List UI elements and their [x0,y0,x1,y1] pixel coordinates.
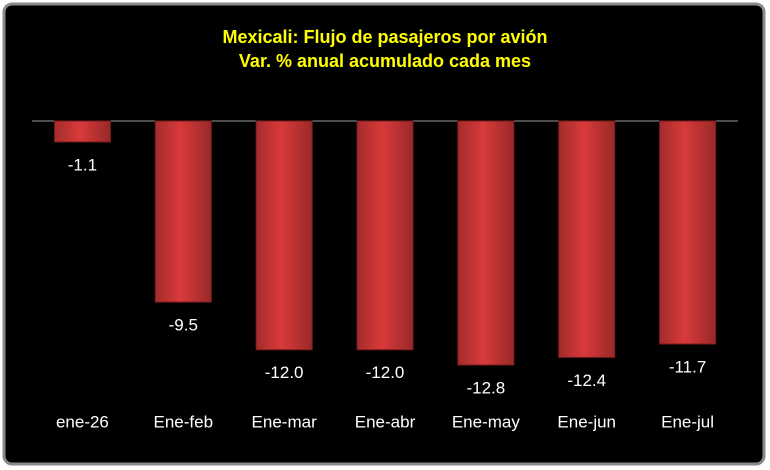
value-label: -12.4 [567,371,606,390]
bar [255,120,313,351]
value-label: -11.7 [669,358,707,377]
bar [154,120,212,303]
x-tick-label: Ene-jun [557,412,616,431]
chart-subtitle: Var. % anual acumulado cada mes [239,51,531,71]
x-tick-label: Ene-feb [154,412,214,431]
x-tick-label: Ene-may [452,412,521,431]
chart-title: Mexicali: Flujo de pasajeros por avión [222,27,547,47]
bar [457,120,515,366]
bar [53,120,111,143]
value-label: -12.8 [466,378,505,397]
x-tick-label: Ene-abr [355,412,416,431]
bar [558,120,616,358]
value-label: -12.0 [265,363,304,382]
bar [356,120,414,351]
x-tick-label: ene-26 [56,412,109,431]
value-label: -9.5 [169,316,198,335]
value-label: -1.1 [68,155,97,174]
bar [659,120,717,345]
x-tick-label: Ene-jul [661,412,714,431]
x-tick-label: Ene-mar [252,412,318,431]
value-label: -12.0 [366,363,405,382]
